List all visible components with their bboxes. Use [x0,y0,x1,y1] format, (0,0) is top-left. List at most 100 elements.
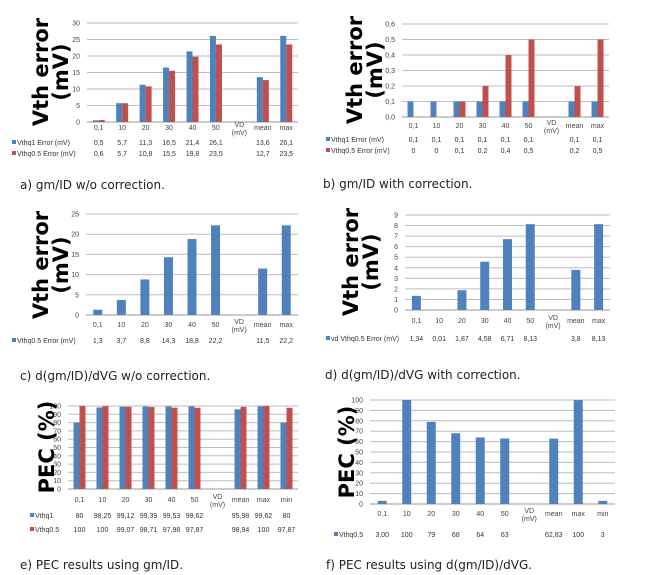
legend-label: Vthq0.5 [339,532,363,539]
table-cell: 99,53 [163,513,181,520]
bar-c-s0-c1 [116,300,126,315]
y-tick-label: 30 [72,21,80,28]
bar-b-s1-c7 [574,86,581,117]
legend-swatch [326,148,330,152]
table-cell: 100 [572,532,584,539]
table-cell: 11,5 [256,338,269,345]
x-tick-label: 30 [165,322,173,329]
bar-e-s1-c2 [125,406,132,489]
x-tick-label: mean [254,322,272,329]
table-cell: 0,1 [409,137,419,144]
y-axis-title: Vth error [343,15,367,124]
table-cell: 15,5 [162,151,176,158]
bar-e-s0-c2 [119,406,126,489]
y-tick-label: 50 [355,450,363,457]
x-tick-label: max [280,322,294,329]
legend-label: Vthq0.5 Error (mV) [17,338,76,345]
caption: b) gm/ID with correction. [323,177,472,191]
legend-label: Vthq1 [35,513,53,520]
table-cell: 21,4 [186,140,200,147]
y-tick-label: 10 [53,478,61,485]
y-axis-title: Vth error [29,17,53,126]
legend-label: vd Vthq0.5 Error (mV) [331,336,399,343]
x-tick-label: 40 [476,511,484,518]
table-cell: 95,98 [232,513,250,520]
y-axis-title: (mV) [363,41,387,98]
chart-d: 0 1 2 3 4 5 6 7 8 9 0,1 1,34 10 0,01 20 1,87 30 4,58 40 6,7… [325,207,610,382]
x-tick-label: 50 [526,318,534,325]
bar-e-s0-c9 [280,422,287,489]
bar-c-s0-c2 [140,279,150,315]
table-cell: 0,1 [593,137,603,144]
y-tick-label: 0,0 [385,115,395,122]
bar-b-s1-c3 [482,86,489,117]
table-cell: 8,8 [140,338,150,345]
bar-a-s0-c4 [186,51,193,122]
caption: d) d(gm/ID)/dVG with correction. [325,368,521,382]
x-tick-label: 30 [165,125,173,132]
bar-e-s0-c4 [165,406,172,489]
table-cell: 99,12 [117,513,135,520]
y-tick-label: 5 [75,292,79,299]
legend-label: Vthq1 Error (mV) [331,137,384,144]
x-tick-label: 40 [168,497,176,504]
table-cell: 13,6 [256,140,270,147]
table-cell: 1,87 [455,336,469,343]
table-cell: 0,2 [570,148,580,155]
y-tick-label: 8 [394,223,398,230]
bar-c-s0-c4 [187,239,197,315]
x-tick-label: 40 [504,318,512,325]
x-tick-label: 0,1 [409,123,419,130]
table-cell: 79 [427,532,435,539]
y-tick-label: 60 [53,437,61,444]
y-axis-title: (mV) [49,43,73,100]
bar-a-s1-c8 [286,44,293,123]
table-cell: 5,7 [117,151,127,158]
table-cell: 0,6 [94,151,104,158]
bar-d-s0-c3 [480,261,490,310]
y-tick-label: 40 [355,460,363,467]
x-tick-label: max [280,125,294,132]
bar-c-s0-c8 [281,225,291,315]
bar-a-s0-c1 [116,103,123,122]
y-tick-label: 0,2 [385,84,395,91]
bar-a-s1-c3 [169,70,176,122]
bar-a-s0-c0 [92,120,99,122]
legend-label: Vthq1 Error (mV) [17,140,70,147]
x-tick-label: mean [567,318,585,325]
y-tick-label: 9 [394,213,398,220]
bar-e-s0-c1 [96,407,103,489]
table-cell: 98,25 [94,513,112,520]
table-cell: 8,13 [523,336,537,343]
y-axis-title: (mV) [359,233,383,290]
bar-a-s1-c1 [122,103,129,122]
y-tick-label: 0,1 [385,99,395,106]
table-cell: 0 [412,148,416,155]
table-cell: 62,83 [545,532,563,539]
table-cell: 23,5 [209,151,223,158]
bar-b-s1-c2 [459,101,466,117]
table-cell: 98,94 [232,527,250,534]
y-tick-label: 0,4 [385,53,395,60]
bar-f-s0-c9 [598,500,608,504]
bar-e-s1-c5 [194,407,201,489]
bar-f-s0-c4 [475,437,485,504]
caption: f) PEC results using d(gm/ID)/dVG. [326,558,532,572]
table-cell: 0,5 [593,148,603,155]
y-tick-label: 90 [355,408,363,415]
table-cell: 18,8 [185,338,199,345]
bar-a-s0-c7 [256,77,263,122]
y-tick-label: 2 [394,286,398,293]
legend-label: Vthq0.5 Error (mV) [331,148,390,155]
y-tick-label: 3 [394,276,398,283]
x-tick-label: 30 [481,318,489,325]
table-cell: 100 [258,527,270,534]
bar-e-s1-c3 [148,407,155,489]
y-tick-label: 20 [71,232,79,239]
legend-swatch [326,137,330,141]
y-tick-label: 0,5 [385,37,395,44]
y-tick-label: 0,6 [385,22,395,29]
caption: e) PEC results using gm/ID. [20,558,183,572]
x-tick-label: 50 [212,125,220,132]
table-cell: 19,8 [186,151,200,158]
